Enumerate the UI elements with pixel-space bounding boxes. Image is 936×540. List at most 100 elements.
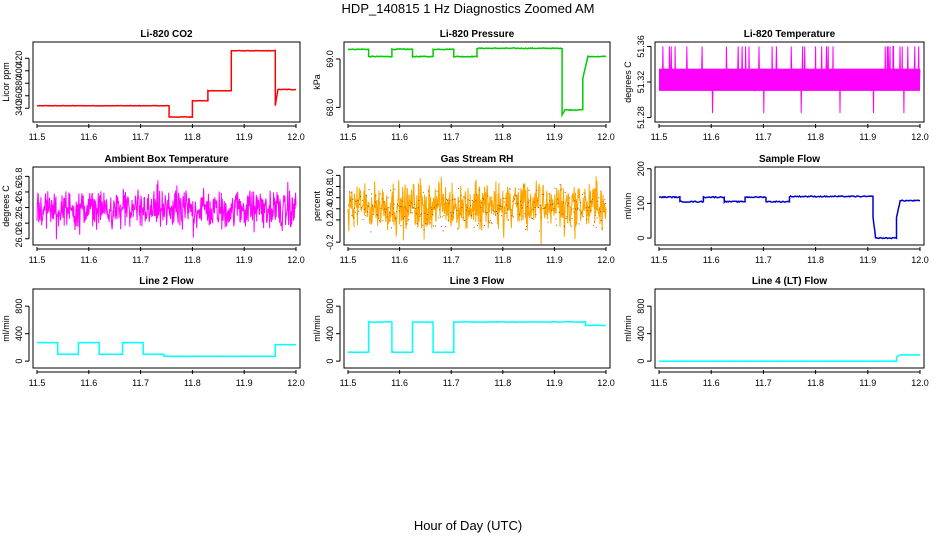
panel-title: Li-820 CO2 xyxy=(140,29,193,40)
x-tick-label: 11.9 xyxy=(236,378,253,388)
y-tick-label: 0 xyxy=(14,359,24,364)
series-8 xyxy=(347,320,606,354)
x-tick-label: 11.7 xyxy=(443,378,460,388)
y-axis-label: percent xyxy=(312,190,322,221)
x-tick-label: 11.6 xyxy=(391,378,408,388)
panel-6: Sample Flow 11.5 11.6 11.7 11.8 11.9 12.0 0 100 2… xyxy=(623,154,929,265)
panel-7: Line 2 Flow 11.5 11.6 11.7 11.8 11.9 12.0 0 400 8… xyxy=(1,276,305,388)
x-tick-label: 11.6 xyxy=(391,255,408,265)
x-tick-label: 11.9 xyxy=(236,255,253,265)
y-axis-label: ml/min xyxy=(1,315,11,342)
x-tick-label: 11.5 xyxy=(651,132,668,142)
y-axis-label: ml/min xyxy=(623,193,633,220)
x-tick-label: 11.5 xyxy=(340,378,357,388)
y-axis-label: degrees C xyxy=(623,61,633,103)
series-line xyxy=(347,320,606,354)
series-1 xyxy=(36,49,297,119)
x-tick-label: 11.6 xyxy=(703,132,720,142)
y-axis-label: ml/min xyxy=(312,315,322,342)
x-tick-label: 11.9 xyxy=(546,132,563,142)
plot-frame xyxy=(654,288,925,369)
panel-8: Line 3 Flow 11.5 11.6 11.7 11.8 11.9 12.0 0 400 8… xyxy=(312,276,615,388)
y-tick-label: 800 xyxy=(636,299,646,314)
y-tick-label: 400 xyxy=(14,326,24,341)
series-line xyxy=(658,354,921,363)
y-tick-label: 800 xyxy=(325,299,335,314)
x-tick-label: 11.5 xyxy=(29,132,46,142)
panel-title: Li-820 Temperature xyxy=(744,29,836,40)
plot-frame xyxy=(32,288,301,369)
panel-title: Sample Flow xyxy=(759,154,820,165)
series-3 xyxy=(658,45,921,114)
series-line xyxy=(37,341,296,358)
x-tick-label: 11.8 xyxy=(807,255,824,265)
series-line xyxy=(348,47,607,118)
y-tick-label: -0.2 xyxy=(325,234,335,250)
y-tick-label: 400 xyxy=(325,326,335,341)
y-axis-label: kPa xyxy=(312,74,322,90)
panel-title: Line 4 (LT) Flow xyxy=(752,276,828,287)
x-tick-label: 11.6 xyxy=(80,132,97,142)
x-tick-label: 11.8 xyxy=(184,255,201,265)
series-line xyxy=(658,45,921,114)
y-tick-label: 200 xyxy=(636,161,646,176)
x-tick-label: 11.9 xyxy=(236,132,253,142)
series-line xyxy=(347,176,607,245)
x-tick-label: 12.0 xyxy=(287,132,305,142)
y-tick-label: 0.8 xyxy=(325,180,335,193)
series-2 xyxy=(348,47,607,118)
figure-title: HDP_140815 1 Hz Diagnostics Zoomed AM xyxy=(341,1,595,16)
panel-title: Li-820 Pressure xyxy=(440,29,515,40)
plot-frame xyxy=(654,166,925,246)
y-tick-label: 26.8 xyxy=(14,168,24,186)
x-tick-label: 11.7 xyxy=(132,255,149,265)
y-tick-label: 69.0 xyxy=(325,50,335,68)
y-tick-label: 360 xyxy=(14,88,24,103)
x-tick-label: 11.8 xyxy=(494,132,511,142)
series-6 xyxy=(658,194,920,240)
x-tick-label: 11.8 xyxy=(494,378,511,388)
x-tick-label: 11.9 xyxy=(859,255,876,265)
y-tick-label: 420 xyxy=(14,51,24,66)
panel-1: Li-820 CO2 11.5 11.6 11.7 11.8 11.9 12.0 340360… xyxy=(1,29,305,142)
y-tick-label: 0 xyxy=(325,359,335,364)
x-tick-label: 11.9 xyxy=(859,132,876,142)
plot-frame xyxy=(654,41,925,123)
x-tick-label: 12.0 xyxy=(597,255,615,265)
y-tick-label: 800 xyxy=(14,299,24,314)
y-tick-label: 100 xyxy=(636,196,646,211)
series-4 xyxy=(36,180,297,240)
x-tick-label: 11.9 xyxy=(859,378,876,388)
y-tick-label: 26.6 xyxy=(14,183,24,201)
panel-3: Li-820 Temperature 11.5 11.6 11.7 11.8 11.9 12… xyxy=(623,29,929,142)
x-tick-label: 11.7 xyxy=(132,132,149,142)
series-7 xyxy=(37,341,296,358)
plot-frame xyxy=(343,288,611,369)
x-tick-label: 12.0 xyxy=(597,378,615,388)
x-tick-label: 11.8 xyxy=(807,378,824,388)
y-tick-label: 0.2 xyxy=(325,214,335,227)
x-tick-label: 11.7 xyxy=(132,378,149,388)
x-tick-label: 11.9 xyxy=(546,255,563,265)
x-tick-label: 11.6 xyxy=(391,132,408,142)
y-axis-label: degrees C xyxy=(1,185,11,227)
panel-title: Gas Stream RH xyxy=(441,154,514,165)
x-tick-label: 11.8 xyxy=(807,132,824,142)
y-tick-label: 26.0 xyxy=(14,230,24,248)
x-tick-label: 12.0 xyxy=(287,255,305,265)
y-tick-label: 26.4 xyxy=(14,199,24,217)
plot-frame xyxy=(343,166,611,246)
y-axis-label: ml/min xyxy=(623,315,633,342)
x-tick-label: 11.6 xyxy=(80,378,97,388)
x-tick-label: 12.0 xyxy=(911,378,929,388)
x-tick-label: 11.5 xyxy=(651,255,668,265)
y-tick-label: 340 xyxy=(14,101,24,116)
x-tick-label: 11.6 xyxy=(703,378,720,388)
series-points xyxy=(348,184,607,233)
x-tick-label: 12.0 xyxy=(597,132,615,142)
series-line xyxy=(658,194,920,240)
x-tick-label: 11.7 xyxy=(443,255,460,265)
panel-2: Li-820 Pressure 11.5 11.6 11.7 11.8 11.9 12.0 6… xyxy=(312,29,615,142)
x-tick-label: 11.5 xyxy=(340,132,357,142)
